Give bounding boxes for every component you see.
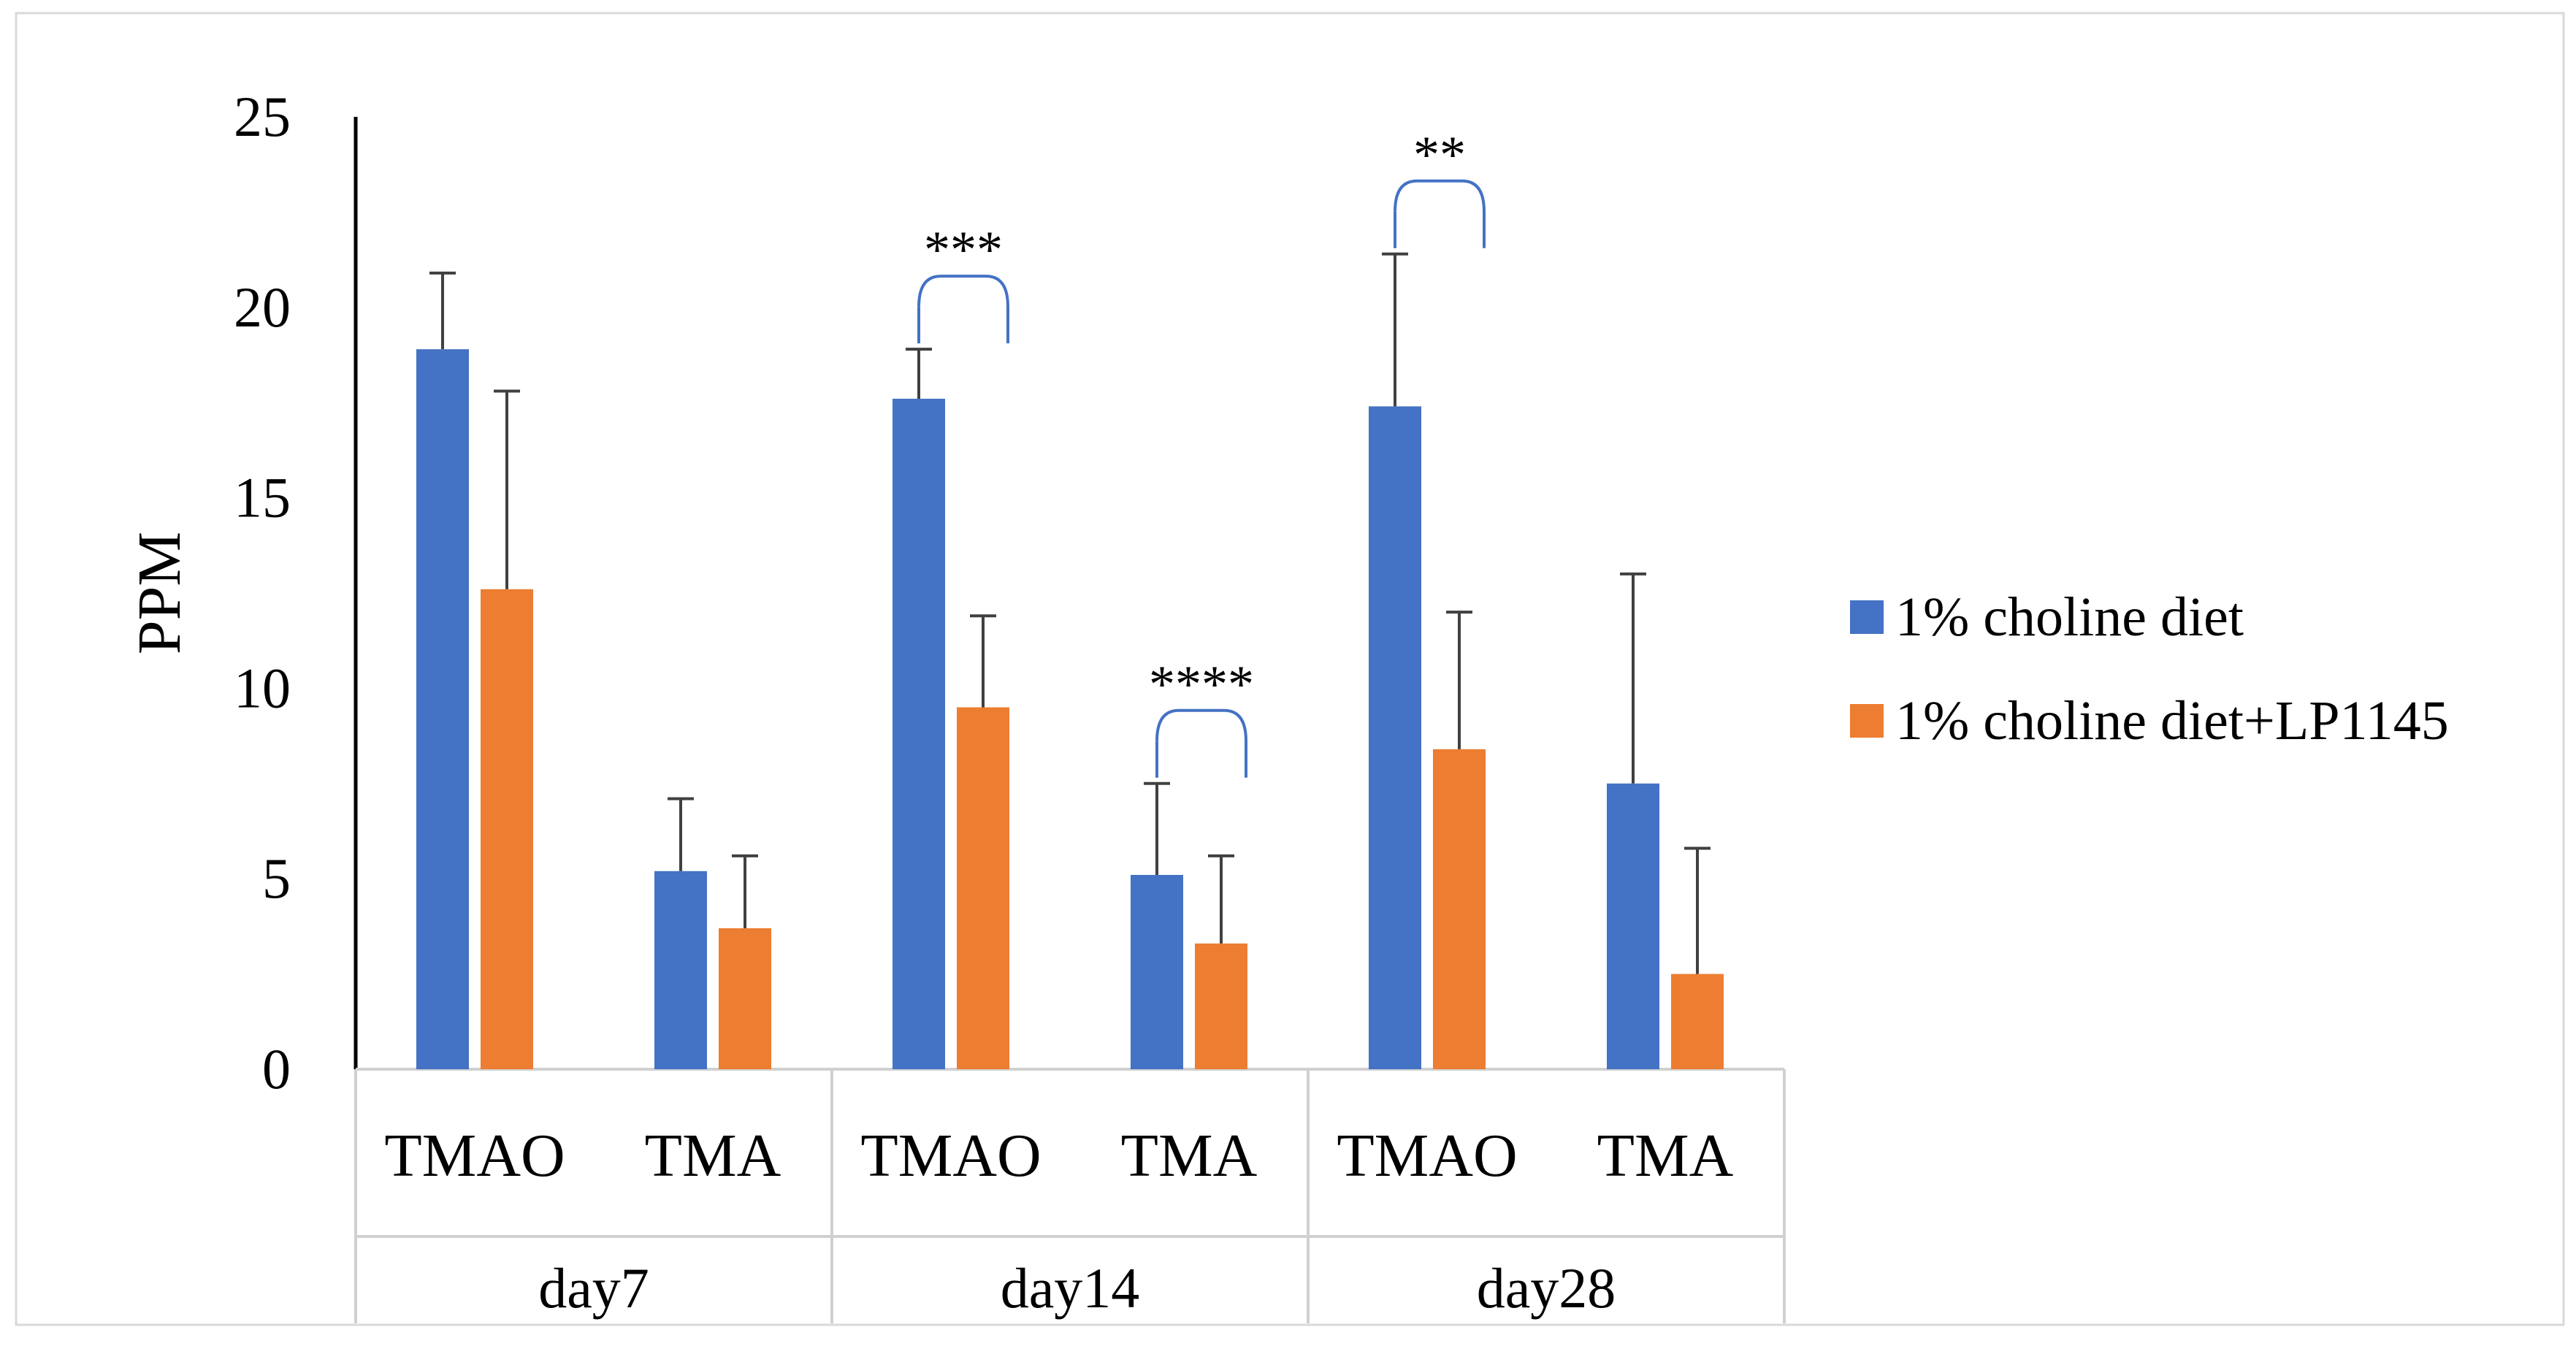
x-tick-label-TMA: TMA (645, 1122, 781, 1190)
y-tick-label-10: 10 (234, 656, 291, 719)
bar-choline-3 (1131, 874, 1183, 1069)
significance-bracket (917, 275, 1009, 344)
x-tick-label-TMAO: TMAO (384, 1122, 565, 1190)
x-tick-label-TMA: TMA (1597, 1122, 1734, 1190)
bar-lp1145-0 (481, 589, 533, 1069)
bar-choline-4 (1369, 406, 1421, 1069)
x-tick-label-TMAO: TMAO (1337, 1122, 1517, 1190)
bar-lp1145-5 (1671, 974, 1724, 1069)
y-tick-label-25: 25 (234, 85, 291, 148)
bar-choline-1 (654, 871, 707, 1069)
significance-label: ** (1413, 126, 1466, 184)
significance-bracket (1155, 708, 1247, 778)
legend-label-0: 1% choline diet (1895, 586, 2244, 648)
y-tick-label-0: 0 (262, 1037, 291, 1101)
bar-choline-5 (1607, 783, 1659, 1069)
figure-border (15, 12, 2565, 1326)
bar-lp1145-4 (1433, 749, 1486, 1069)
bar-lp1145-3 (1195, 943, 1247, 1069)
bar-choline-0 (416, 349, 469, 1069)
x-tick-label-TMA: TMA (1121, 1122, 1258, 1190)
x-group-label-day28: day28 (1477, 1256, 1616, 1320)
bar-choline-2 (893, 398, 945, 1069)
legend-label-1: 1% choline diet+LP1145 (1895, 690, 2449, 752)
y-tick-label-15: 15 (234, 466, 291, 529)
y-tick-label-5: 5 (262, 846, 291, 910)
significance-label: **** (1149, 655, 1254, 714)
significance-label: *** (924, 221, 1003, 279)
legend-swatch-0 (1850, 600, 1884, 634)
bar-lp1145-1 (719, 928, 771, 1069)
bar-lp1145-2 (957, 707, 1009, 1069)
significance-bracket (1394, 179, 1486, 248)
y-tick-label-20: 20 (234, 275, 291, 339)
x-group-label-day7: day7 (538, 1256, 649, 1320)
legend-swatch-1 (1850, 704, 1884, 738)
x-group-label-day14: day14 (1001, 1256, 1140, 1320)
x-tick-label-TMAO: TMAO (860, 1122, 1041, 1190)
y-axis-title: PPM (126, 532, 194, 654)
